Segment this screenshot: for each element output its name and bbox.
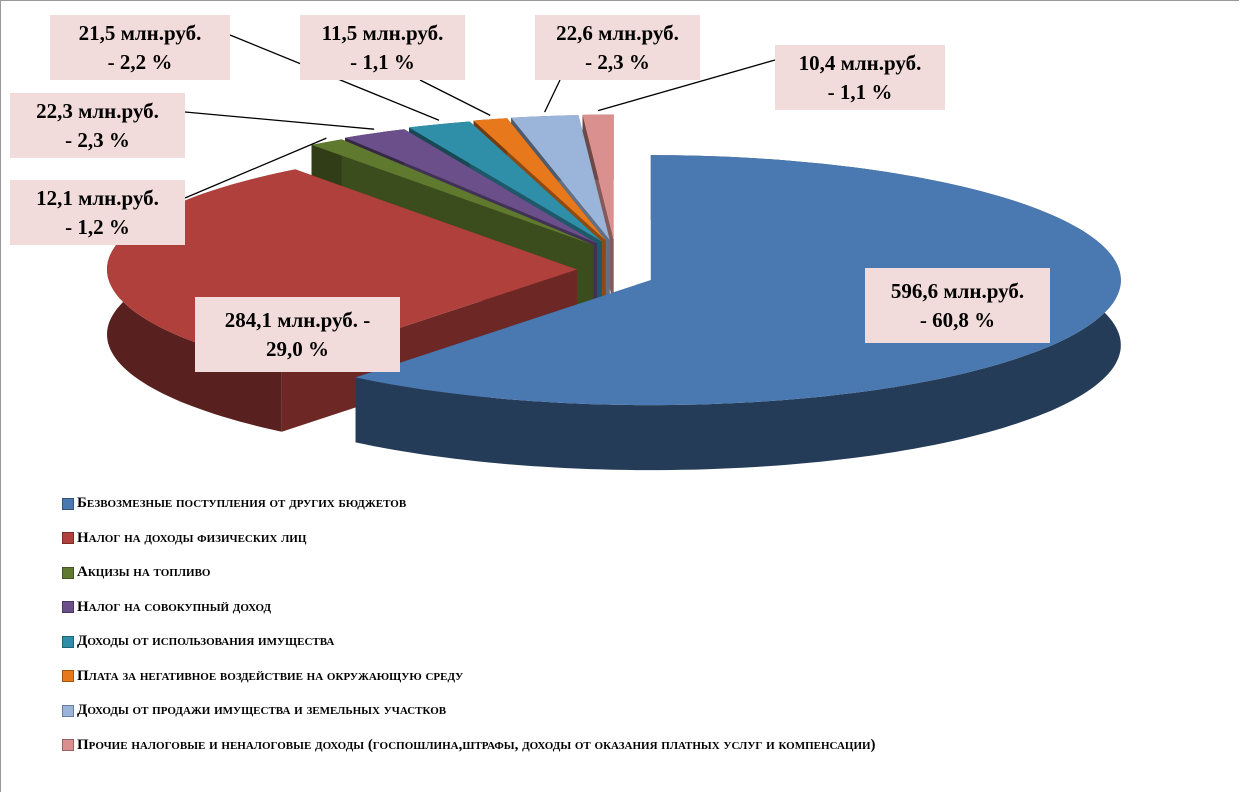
slice [473,118,606,241]
legend-swatch [62,635,74,648]
legend-item: Доходы от использования имущества [62,633,334,650]
slice [582,114,614,240]
slice [345,129,597,244]
data-label: 22,6 млн.руб. - 2,3 % [535,15,700,80]
slice-side [281,269,577,432]
legend-label: Налог на доходы физических лиц [77,529,307,546]
data-label: 22,3 млн.руб. - 2,3 % [10,93,185,158]
leader-line [184,111,375,130]
legend-label: Акцизы на топливо [77,564,211,580]
slice [311,139,594,245]
slice [511,115,610,240]
data-label: 596,6 млн.руб. - 60,8 % [865,268,1050,343]
legend-item: Доходы от продажи имущества и земельных … [62,702,446,719]
legend-item: Прочие налоговые и неналоговые доходы (г… [62,737,876,754]
legend-item: Налог на доходы физических лиц [62,530,306,547]
leader-line [544,79,561,113]
legend-swatch [62,497,74,510]
legend-swatch [62,532,74,544]
legend-swatch [62,670,74,682]
legend-label: Налог на совокупный доход [77,598,272,615]
legend-swatch [62,704,74,717]
data-label: 284,1 млн.руб. - 29,0 % [195,297,400,372]
legend-swatch [62,566,74,579]
legend-label: Доходы от продажи имущества и земельных … [77,702,447,718]
legend-label: Доходы от использования имущества [77,633,335,649]
legend-item: Акцизы на топливо [62,564,210,581]
data-label: 10,4 млн.руб. - 1,1 % [775,45,945,110]
legend-item: Плата за негативное воздействие на окруж… [62,668,463,685]
leader-line [419,79,491,116]
data-label: 21,5 млн.руб. - 2,2 % [50,15,230,80]
legend-item: Налог на совокупный доход [62,599,271,616]
legend-label: Прочие налоговые и неналоговые доходы (г… [77,736,876,753]
legend-swatch [62,601,74,613]
legend-label: Безвозмезные поступления от других бюдже… [77,495,407,511]
data-label: 12,1 млн.руб. - 1,2 % [10,180,185,245]
leader-line [597,59,776,112]
slice [409,121,602,242]
leader-line [184,137,327,199]
legend-swatch [62,739,74,751]
legend-label: Плата за негативное воздействие на окруж… [77,667,464,684]
legend-item: Безвозмезные поступления от других бюдже… [62,495,406,512]
data-label: 11,5 млн.руб. - 1,1 % [300,15,465,80]
